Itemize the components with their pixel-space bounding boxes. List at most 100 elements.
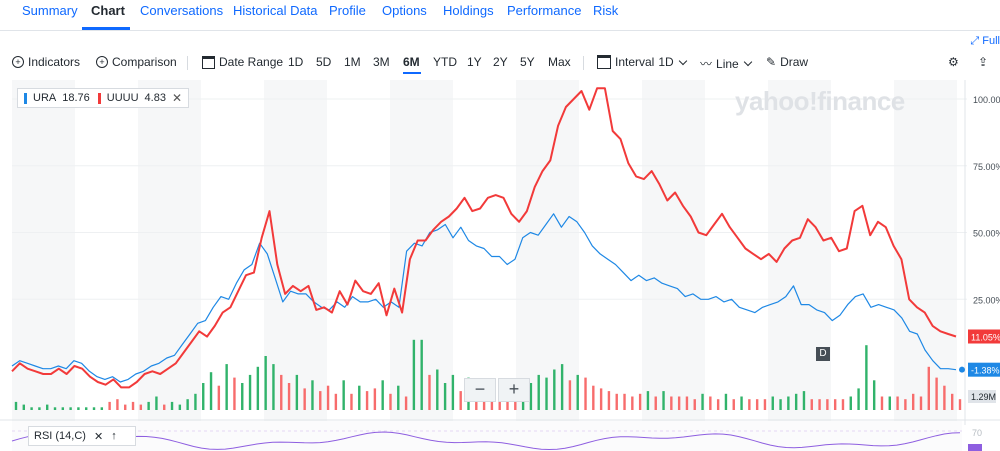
tab-performance[interactable]: Performance bbox=[507, 3, 582, 18]
volume-bar bbox=[241, 383, 244, 410]
volume-label-bg bbox=[968, 390, 996, 403]
volume-bar bbox=[709, 396, 712, 410]
tab-options[interactable]: Options bbox=[382, 3, 427, 18]
volume-bar bbox=[225, 364, 228, 410]
range-2y[interactable]: 2Y bbox=[493, 55, 508, 69]
range-6m[interactable]: 6M bbox=[403, 55, 420, 69]
volume-bar bbox=[350, 393, 353, 410]
range-max[interactable]: Max bbox=[548, 55, 571, 69]
volume-bar bbox=[787, 396, 790, 410]
volume-bar bbox=[155, 396, 158, 410]
plus-circle-icon: + bbox=[96, 56, 108, 68]
interval-dropdown[interactable]: Interval 1D bbox=[597, 55, 687, 69]
fullscreen-button[interactable]: ⤢ Full bbox=[970, 35, 1000, 48]
tab-profile[interactable]: Profile bbox=[329, 3, 366, 18]
remove-comparison-icon[interactable]: ✕ bbox=[171, 91, 183, 105]
volume-bar bbox=[623, 393, 626, 410]
volume-bar bbox=[724, 393, 728, 410]
tab-risk[interactable]: Risk bbox=[593, 3, 619, 18]
volume-bar bbox=[233, 377, 236, 410]
share-button[interactable]: ⇪ bbox=[978, 55, 988, 69]
expand-icon: ⤢ bbox=[970, 35, 980, 47]
volume-bar bbox=[451, 374, 455, 410]
volume-bar bbox=[701, 393, 704, 410]
volume-bar bbox=[670, 396, 673, 410]
volume-bar bbox=[732, 399, 735, 410]
volume-bar bbox=[537, 374, 540, 410]
volume-bar bbox=[38, 407, 41, 410]
close-icon[interactable]: ✕ bbox=[93, 430, 104, 443]
tab-historical-data[interactable]: Historical Data bbox=[233, 3, 318, 18]
arrow-up-icon[interactable]: ↑ bbox=[111, 430, 117, 442]
range-5y[interactable]: 5Y bbox=[520, 55, 535, 69]
volume-bar bbox=[116, 399, 119, 410]
volume-bar bbox=[131, 401, 135, 410]
volume-bar bbox=[272, 364, 275, 410]
indicators-button[interactable]: + Indicators bbox=[12, 55, 80, 69]
volume-bar bbox=[693, 399, 696, 410]
indicators-label: Indicators bbox=[28, 55, 81, 69]
period-band bbox=[642, 80, 705, 425]
volume-bar bbox=[397, 385, 400, 410]
volume-bar bbox=[646, 391, 650, 410]
volume-bar bbox=[849, 396, 852, 410]
volume-bar bbox=[373, 388, 377, 410]
dividend-marker[interactable]: D bbox=[816, 347, 830, 361]
uuuu-swatch bbox=[97, 92, 101, 104]
volume-bar bbox=[69, 407, 72, 410]
settings-button[interactable]: ⚙ bbox=[948, 55, 959, 69]
volume-bar bbox=[958, 399, 962, 410]
rsi-indicator-legend: RSI (14,C) ✕ ↑ bbox=[28, 426, 136, 446]
volume-bar bbox=[560, 364, 564, 410]
volume-bar bbox=[833, 399, 837, 410]
y-tick-label: 100.00% bbox=[973, 95, 1000, 105]
last-value-badge bbox=[968, 329, 1000, 344]
series-line-uuuu bbox=[11, 87, 957, 389]
volume-bar bbox=[53, 407, 57, 410]
range-5d[interactable]: 5D bbox=[316, 55, 332, 69]
tab-summary[interactable]: Summary bbox=[22, 3, 78, 18]
legend-ura-symbol: URA bbox=[33, 92, 57, 104]
volume-bar bbox=[755, 399, 759, 410]
comparison-button[interactable]: + Comparison bbox=[96, 55, 177, 69]
volume-bar bbox=[404, 396, 408, 410]
volume-bar bbox=[334, 393, 338, 410]
chart-type-dropdown[interactable]: 〰 Line bbox=[700, 55, 752, 72]
volume-bar bbox=[677, 396, 681, 410]
toolbar-divider bbox=[583, 56, 584, 70]
range-3m[interactable]: 3M bbox=[373, 55, 390, 69]
zoom-in-button[interactable]: + bbox=[498, 378, 530, 402]
range-ytd[interactable]: YTD bbox=[433, 55, 457, 69]
volume-bar bbox=[124, 404, 127, 410]
range-1y[interactable]: 1Y bbox=[467, 55, 482, 69]
volume-bar bbox=[545, 377, 548, 410]
volume-bar bbox=[46, 404, 49, 410]
volume-bar bbox=[568, 380, 572, 410]
range-1m[interactable]: 1M bbox=[344, 55, 361, 69]
volume-bar bbox=[592, 385, 595, 410]
volume-bar bbox=[85, 407, 88, 410]
y-tick-label: 50.00% bbox=[973, 229, 1000, 239]
series-legend: URA 18.76 UUUU 4.83 ✕ bbox=[17, 88, 190, 108]
volume-bar bbox=[857, 388, 860, 410]
volume-bar bbox=[662, 391, 665, 410]
rsi-label: RSI (14,C) bbox=[34, 430, 86, 442]
line-chart-icon: 〰 bbox=[700, 57, 713, 71]
tab-chart[interactable]: Chart bbox=[91, 3, 125, 18]
draw-button[interactable]: ✎ Draw bbox=[766, 55, 808, 69]
active-tab-underline bbox=[82, 27, 130, 30]
volume-bar bbox=[740, 396, 743, 410]
range-1d[interactable]: 1D bbox=[288, 55, 304, 69]
date-range-button[interactable]: Date Range bbox=[202, 55, 283, 69]
rsi-panel bbox=[12, 421, 962, 451]
volume-bar bbox=[771, 396, 774, 410]
volume-bar bbox=[428, 374, 431, 410]
volume-bar bbox=[381, 380, 384, 410]
volume-bar bbox=[943, 385, 946, 410]
volume-bar bbox=[529, 383, 533, 410]
tab-conversations[interactable]: Conversations bbox=[140, 3, 224, 18]
volume-bar bbox=[412, 339, 416, 410]
zoom-out-button[interactable]: − bbox=[464, 378, 496, 402]
tab-holdings[interactable]: Holdings bbox=[443, 3, 494, 18]
